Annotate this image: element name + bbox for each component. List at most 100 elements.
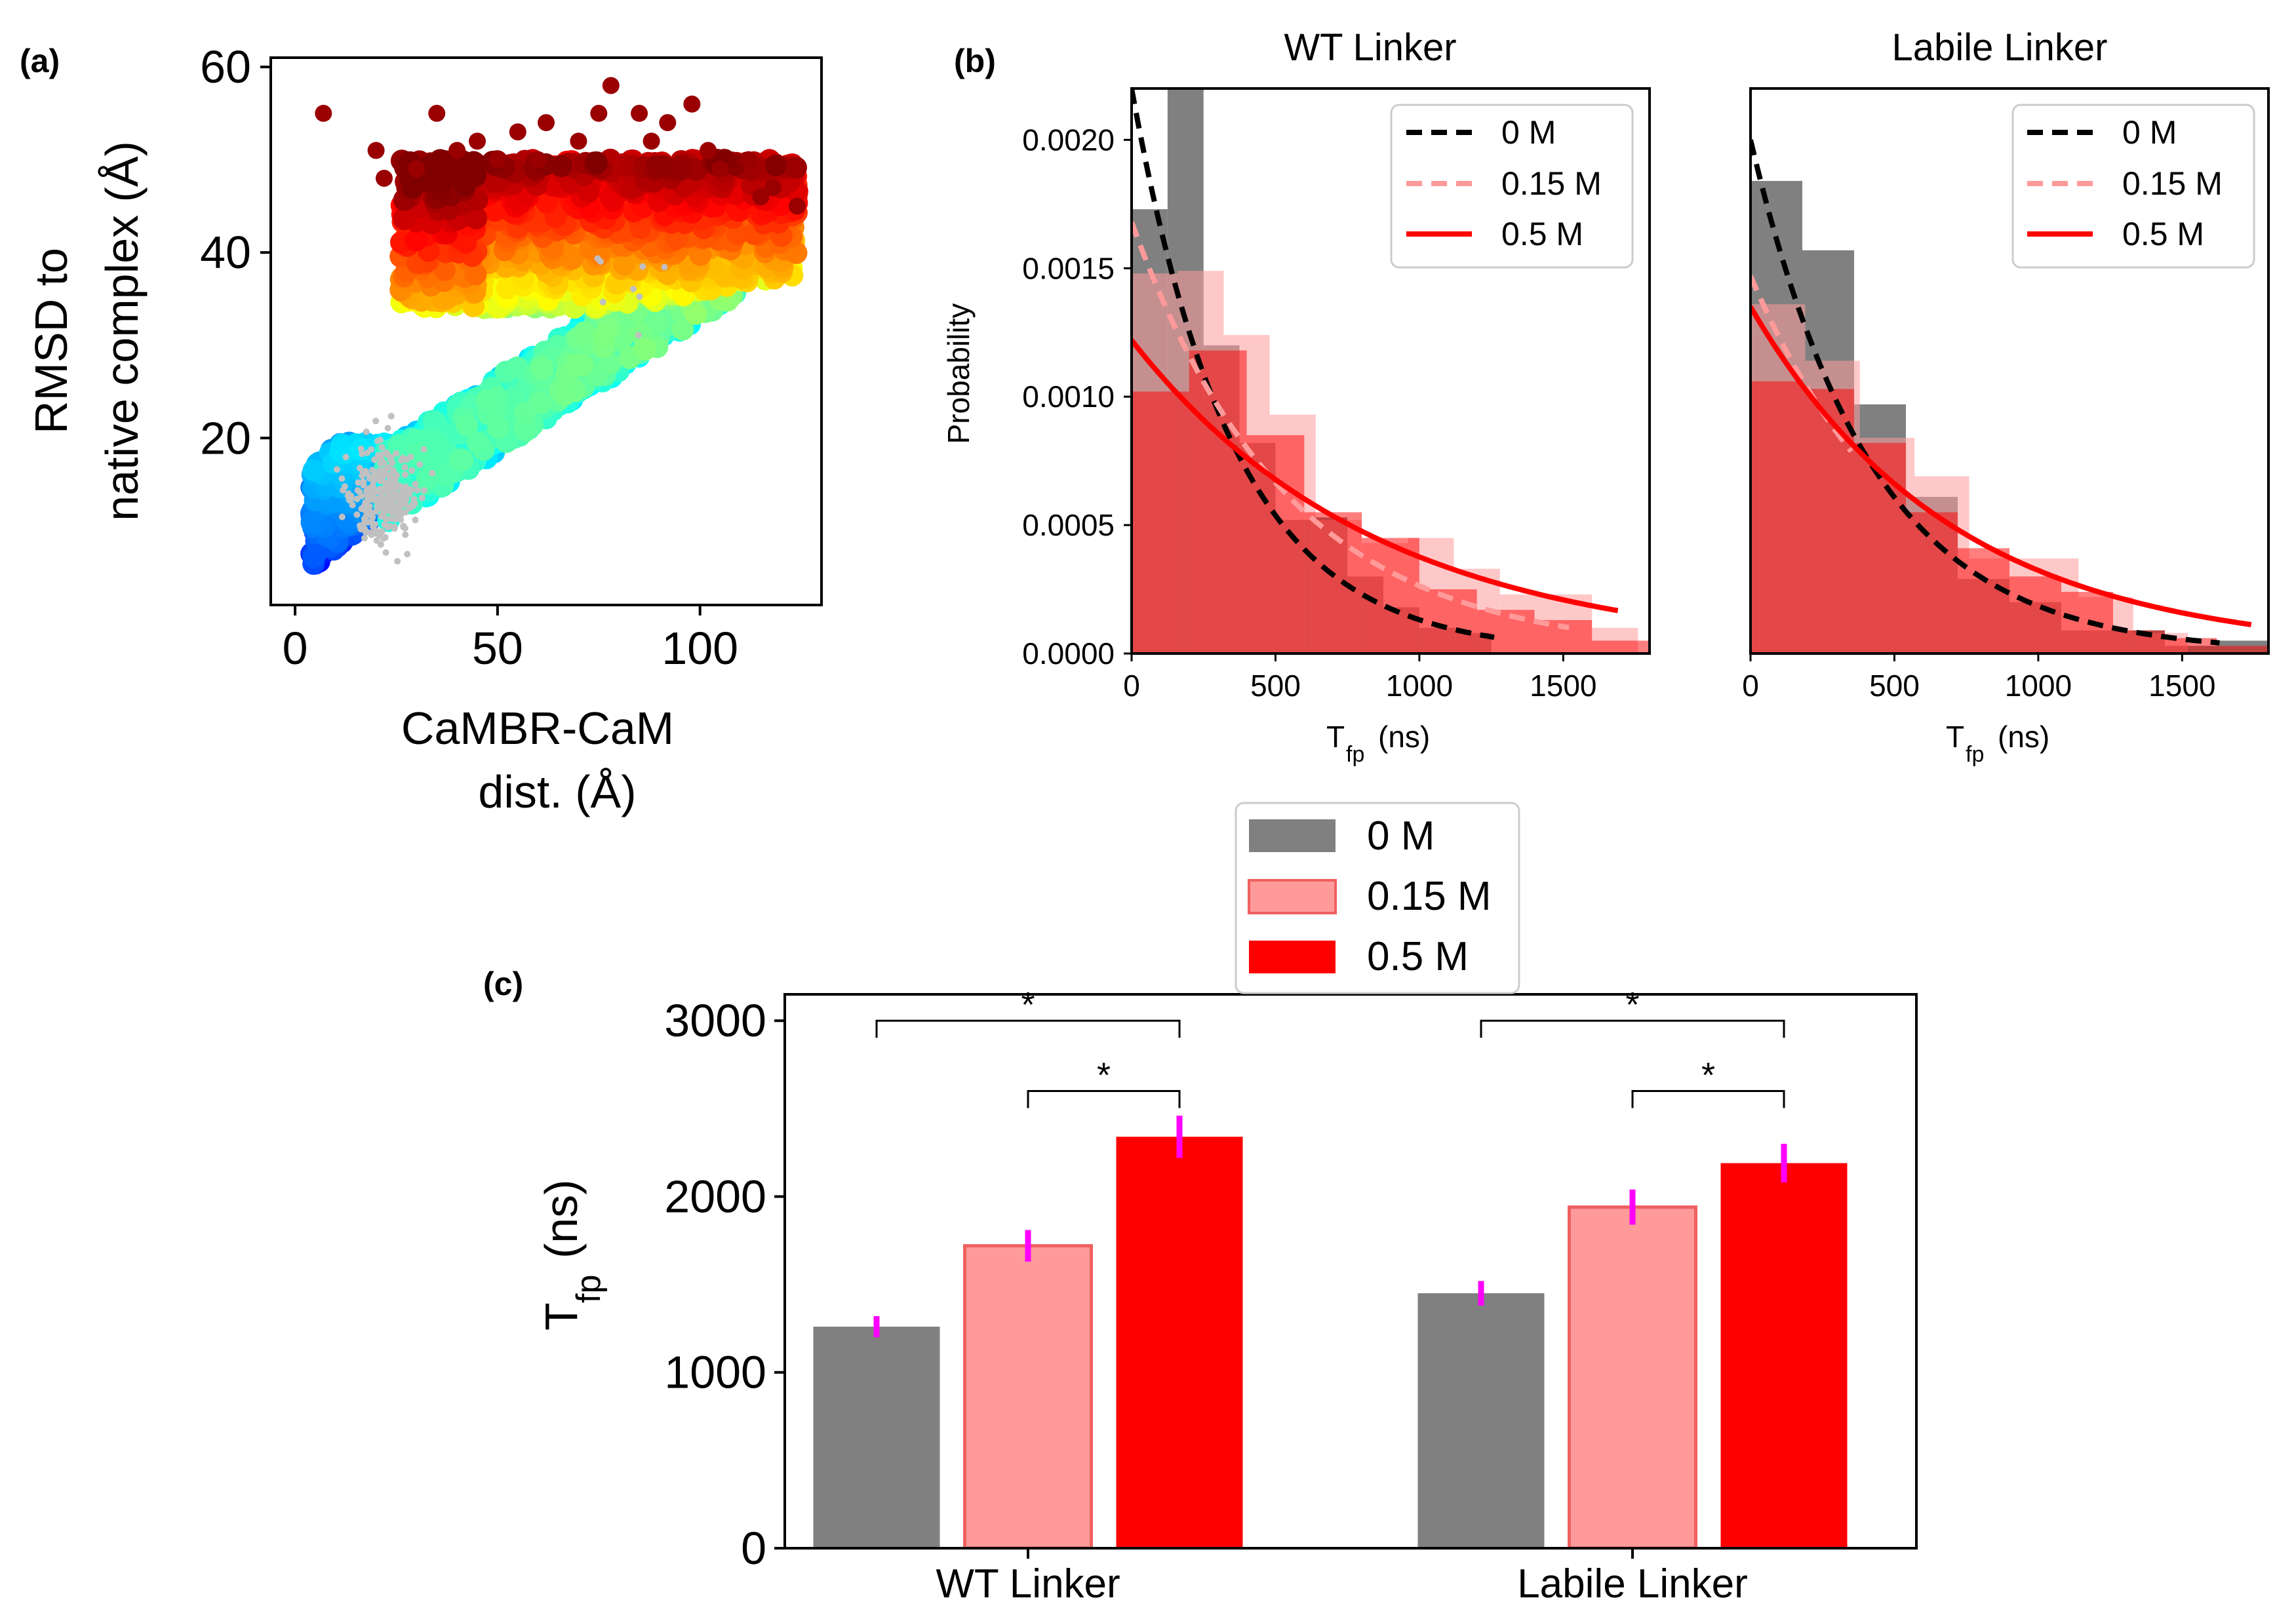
panel-c-ylabel: T fp (ns) [536,1179,608,1331]
native-marker [402,531,409,538]
outlier-point [375,169,393,187]
x-tick-label: 500 [1869,669,1920,703]
significance-star: * [1021,985,1035,1024]
density-point [433,258,456,281]
hist-bar-05M [2217,646,2268,653]
native-marker [368,531,375,538]
panel-a-ylabel-line2: native complex (Å) [96,141,148,521]
native-marker [376,485,384,492]
native-marker [408,467,416,474]
legend-label-05m: 0.5 M [2122,216,2204,252]
native-marker [402,509,409,516]
native-marker [392,474,399,481]
legend-label-015m: 0.15 M [1367,874,1492,919]
native-marker [409,503,416,509]
ylabel-unit: (ns) [536,1179,587,1258]
native-marker [372,418,380,425]
native-marker [380,535,387,542]
x-tick-label: 0 [1123,669,1140,703]
density-point [302,459,325,482]
native-marker [362,528,369,536]
native-marker [414,486,421,494]
density-point [406,441,429,464]
legend-label-0m: 0 M [2122,114,2177,151]
native-marker [382,549,389,556]
ylabel-subscript: fp [570,1275,608,1303]
y-tick-label: 2000 [664,1171,766,1222]
native-marker [370,478,377,484]
outlier-point [367,142,385,159]
density-point [634,338,657,361]
x-tick-label: Labile Linker [1517,1561,1748,1607]
outlier-point [315,104,332,122]
bar-0M-1 [1417,1293,1545,1548]
significance-star: * [1625,985,1639,1024]
native-marker [377,490,384,497]
outlier-point [659,114,677,132]
native-marker [387,515,395,522]
hist-bar-05M [2165,638,2217,653]
y-tick-label: 60 [200,41,251,92]
panel-b-wt-xlabel: T fp (ns) [1326,720,1430,767]
xlabel-subscript: fp [1966,742,1984,767]
native-marker [338,475,346,482]
fit-curve-015M [1132,221,1570,631]
hist-bar-05M [2061,591,2113,653]
outlier-point [529,151,547,168]
density-point [574,324,597,347]
outlier-point [788,197,806,215]
ylabel-t: T [536,1302,587,1331]
bar-05M-0 [1116,1137,1243,1548]
native-marker [397,500,404,507]
native-marker [373,537,380,544]
fit-curve-015M [1751,275,1853,454]
density-point [506,356,529,379]
hist-bar-05M [1592,640,1650,653]
density-point [585,151,608,174]
native-marker [661,263,668,271]
native-marker [403,484,410,491]
y-tick-label: 40 [200,227,251,278]
outlier-point [590,104,608,122]
density-point [496,277,519,300]
y-tick-label: 0.0010 [1022,380,1115,414]
bar-015M-0 [963,1244,1093,1548]
native-marker [384,497,391,505]
x-tick-label: WT Linker [936,1561,1120,1607]
native-marker [360,482,367,489]
native-marker [382,507,389,515]
hist-bar-05M [1802,389,1854,653]
native-marker [387,492,395,499]
panel-label-a: (a) [20,43,60,79]
native-marker [346,494,353,501]
native-marker [380,459,387,467]
y-tick-label: 3000 [664,995,766,1046]
hist-bar-05M [1906,512,1958,653]
native-marker [599,298,606,305]
density-point [387,434,410,457]
y-tick-label: 1000 [664,1347,766,1398]
outlier-point [538,114,555,132]
panel-a-frame [269,56,823,606]
x-tick-label: 100 [662,623,738,674]
native-marker [371,456,378,463]
native-marker [353,496,361,503]
panel-c-frame [783,993,1918,1550]
legend-swatch-0m [1249,819,1336,852]
fit-curve-0M [1751,139,2220,646]
hist-bar-05M [1476,610,1535,653]
density-point [671,318,694,341]
panel-a-scatter: 0 50 100 20 40 60 CaMBR-CaM dist. (Å) RMSD to… [26,41,823,817]
y-tick-label: 0.0020 [1022,123,1115,157]
native-marker [384,524,391,531]
density-point [571,353,594,376]
native-marker [630,286,637,292]
significance-bracket [1027,1090,1181,1108]
x-tick-label: 1500 [2148,669,2215,703]
outlier-point [509,123,526,141]
native-marker [393,491,400,498]
xlabel-t: T [1946,720,1964,754]
native-marker [368,483,376,490]
native-marker [378,528,386,535]
